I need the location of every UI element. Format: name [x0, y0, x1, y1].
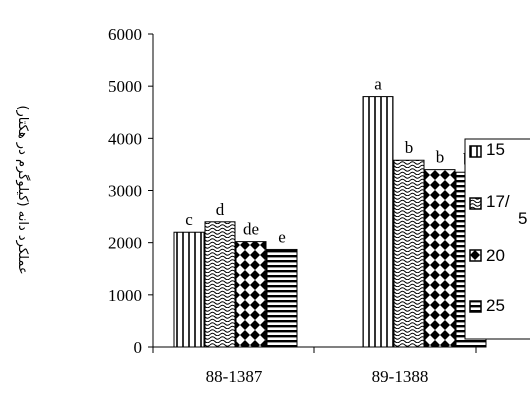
legend-swatch	[469, 300, 482, 313]
bar-label: b	[405, 138, 414, 157]
y-axis-label: عملکرد دانه (کیلوگرم در هکتار)	[15, 105, 31, 274]
legend-entry: 20	[486, 246, 505, 265]
legend-entry: 25	[486, 296, 505, 315]
legend-swatch	[469, 249, 482, 262]
legend-entry: 17/5	[486, 192, 527, 228]
bar-label: e	[278, 227, 286, 246]
bar-label: a	[374, 75, 382, 94]
bars	[173, 96, 487, 348]
bar-label: de	[243, 220, 259, 239]
bar-label: b	[436, 148, 445, 167]
category-label: 88-1387	[206, 367, 263, 386]
category-labels: 88-1387 89-1388	[206, 367, 429, 386]
y-tick-label: 3000	[108, 182, 142, 201]
y-tick-label: 6000	[108, 25, 142, 44]
bar-2-series-2	[393, 159, 425, 348]
bar-label: c	[185, 210, 193, 229]
y-tick-label: 2000	[108, 234, 142, 253]
bar-2-series-3	[424, 169, 456, 348]
bar-2-series-1	[362, 96, 394, 348]
bar-1-series-3	[235, 241, 267, 348]
legend-swatch	[469, 145, 482, 158]
legend-entry: 15	[486, 140, 505, 159]
y-tick-label: 0	[134, 338, 143, 357]
bar-1-series-4	[266, 248, 298, 348]
axes: 0 1000 2000 3000 4000 5000 6000	[108, 25, 477, 357]
bar-1-series-1	[173, 231, 205, 348]
y-tick-label: 5000	[108, 77, 142, 96]
legend-swatch	[469, 197, 482, 210]
category-label: 89-1388	[372, 367, 429, 386]
bar-label: d	[216, 200, 225, 219]
legend: 15 17/5 20 25	[464, 138, 530, 340]
bar-1-series-2	[204, 221, 236, 348]
y-tick-label: 1000	[108, 286, 142, 305]
y-tick-label: 4000	[108, 129, 142, 148]
